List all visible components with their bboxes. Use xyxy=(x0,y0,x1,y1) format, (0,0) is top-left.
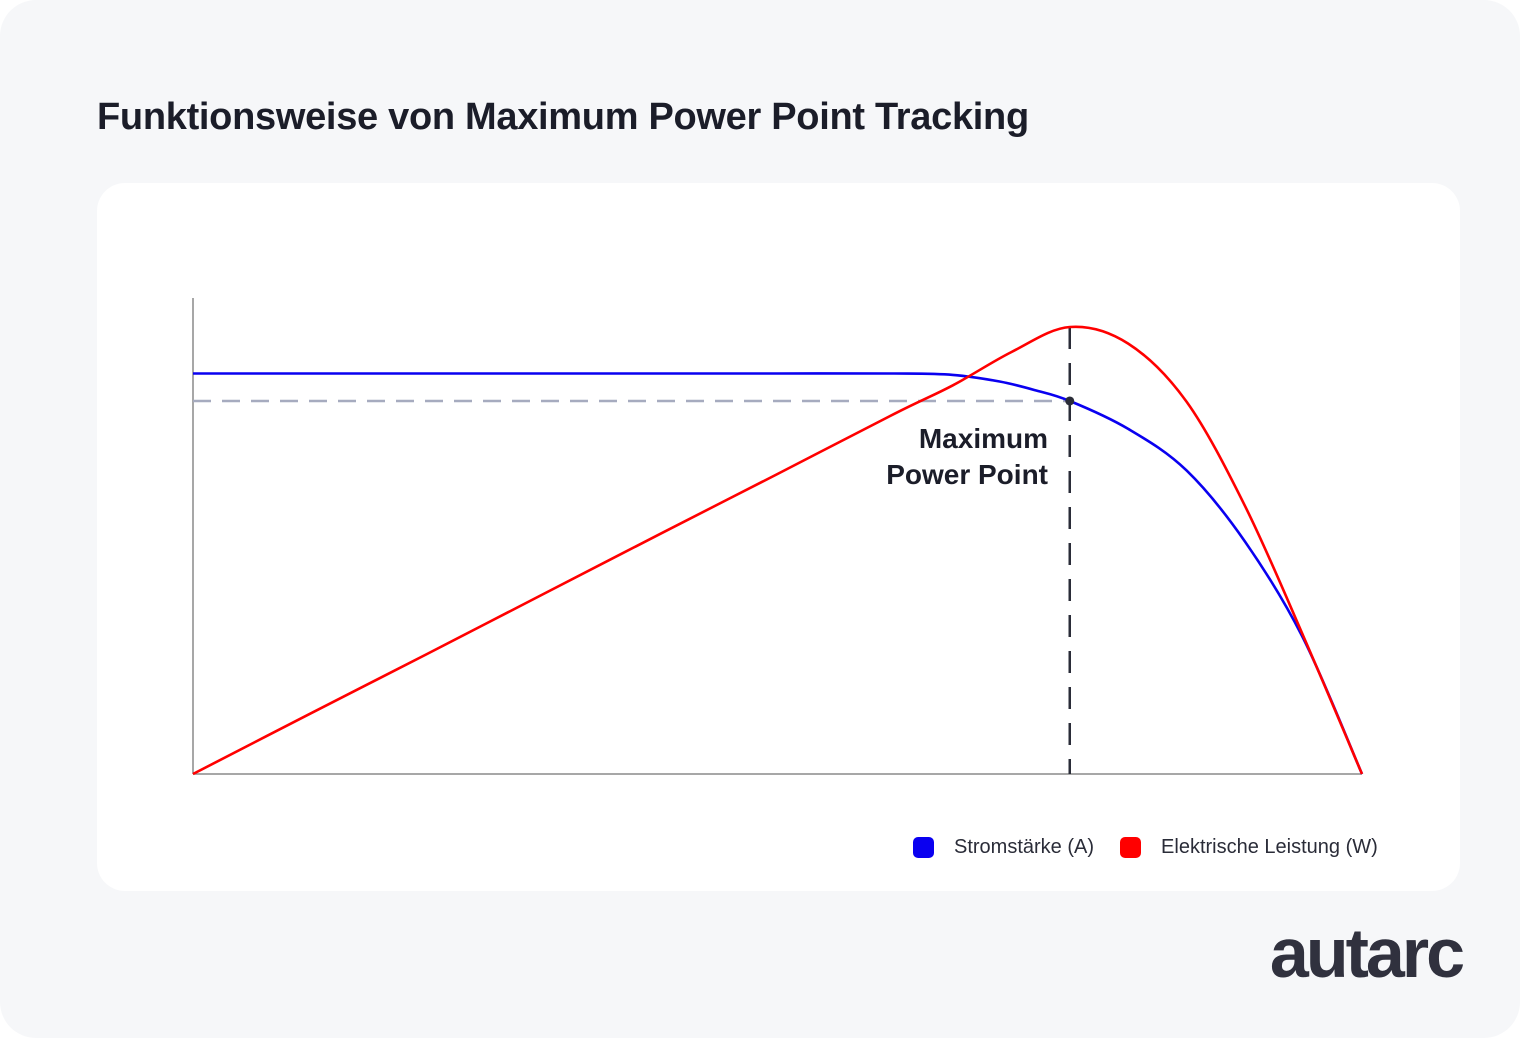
legend-label-power: Elektrische Leistung (W) xyxy=(1161,836,1378,858)
legend-swatch-power xyxy=(1120,837,1142,858)
legend: Stromstärke (A) Elektrische Leistung (W) xyxy=(913,836,1378,859)
mpp-annotation: Maximum Power Point xyxy=(886,421,1048,493)
legend-item-power: Elektrische Leistung (W) xyxy=(1120,836,1378,859)
mpp-annotation-line2: Power Point xyxy=(886,459,1048,490)
legend-label-current: Stromstärke (A) xyxy=(954,836,1095,858)
series-line-power xyxy=(192,325,1364,776)
mpp-annotation-line1: Maximum xyxy=(918,423,1048,454)
chart-card xyxy=(97,183,1460,891)
brand-logo: autarc xyxy=(1269,914,1465,992)
legend-item-current: Stromstärke (A) xyxy=(913,836,1094,859)
page-title: Funktionsweise von Maximum Power Point T… xyxy=(97,96,1029,138)
mpp-point xyxy=(1065,396,1075,406)
legend-swatch-current xyxy=(913,837,934,858)
series-line-current xyxy=(192,372,1364,775)
